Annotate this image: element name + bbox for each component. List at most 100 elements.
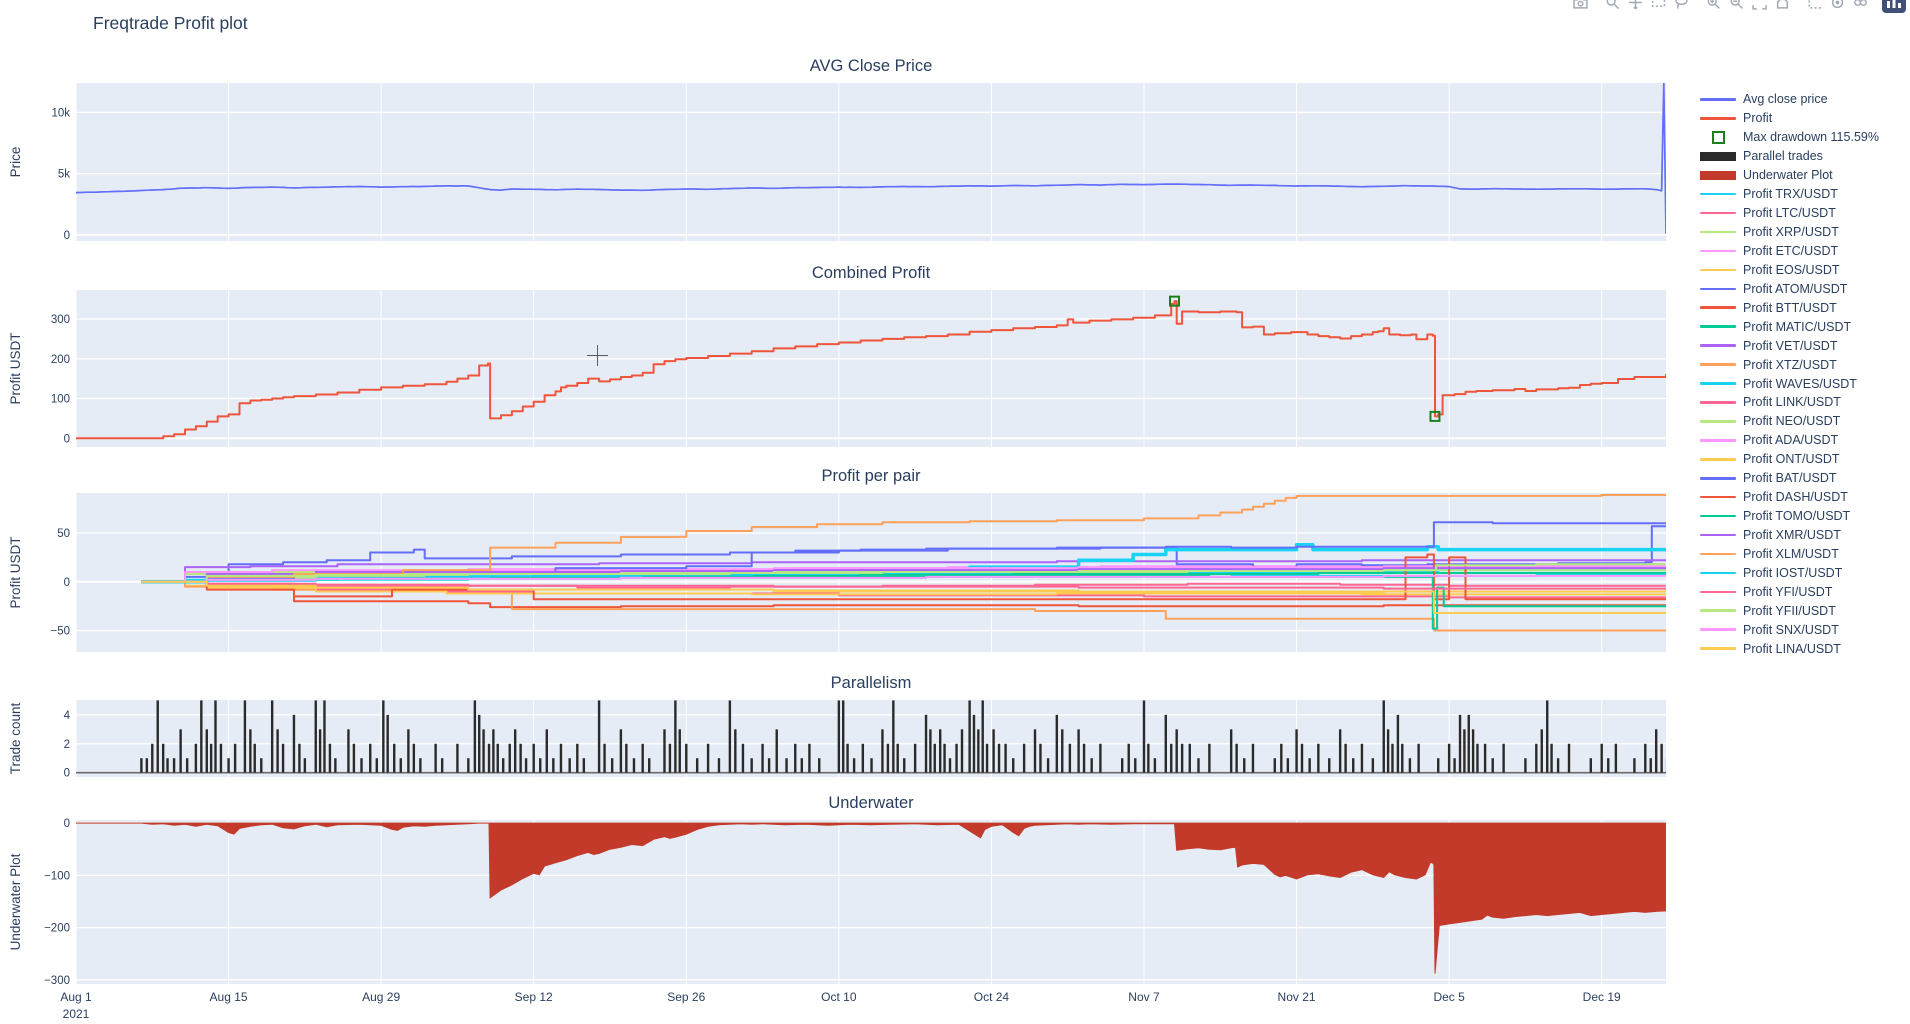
legend-item-profit-matic-usdt[interactable]: Profit MATIC/USDT — [1700, 317, 1908, 336]
subplot-avg-close-price[interactable]: 0 5k 10k AVG Close Price Price — [0, 51, 1720, 249]
legend-label: Profit XLM/USDT — [1743, 546, 1839, 561]
x-tick-label: Aug 29 — [362, 990, 400, 1004]
modebar-button-zoom-in-icon[interactable] — [1702, 0, 1725, 14]
legend-label: Profit VET/USDT — [1743, 338, 1838, 353]
legend-swatch-line — [1700, 439, 1736, 442]
series-profit-xlm-usdt — [141, 494, 1666, 583]
legend-item-profit-xtz-usdt[interactable]: Profit XTZ/USDT — [1700, 355, 1908, 374]
legend-item-profit-waves-usdt[interactable]: Profit WAVES/USDT — [1700, 374, 1908, 393]
legend-item-profit-ltc-usdt[interactable]: Profit LTC/USDT — [1700, 204, 1908, 223]
y-axis-label-profit-per-pair: Profit USDT — [8, 536, 23, 608]
legend-swatch-line — [1700, 230, 1736, 234]
x-tick-label: Oct 10 — [821, 990, 857, 1004]
y-tick-label: 0 — [64, 768, 70, 780]
legend-label: Profit ADA/USDT — [1743, 433, 1839, 448]
modebar-button-lasso-select-icon[interactable] — [1670, 0, 1693, 14]
legend-label: Profit DASH/USDT — [1743, 490, 1848, 505]
subplot-title-profit-per-pair: Profit per pair — [821, 467, 921, 485]
legend-item-avg-close-price[interactable]: Avg close price — [1700, 90, 1908, 109]
legend-item-profit-atom-usdt[interactable]: Profit ATOM/USDT — [1700, 279, 1908, 298]
x-tick-label: Sep 26 — [667, 990, 705, 1004]
legend-swatch-line — [1700, 514, 1736, 518]
legend-item-profit-vet-usdt[interactable]: Profit VET/USDT — [1700, 336, 1908, 355]
modebar-button-zoom-out-icon[interactable] — [1725, 0, 1748, 14]
legend-swatch-line — [1700, 533, 1736, 537]
legend-item-profit-dash-usdt[interactable]: Profit DASH/USDT — [1700, 488, 1908, 507]
legend-item-profit-yfii-usdt[interactable]: Profit YFII/USDT — [1700, 601, 1908, 620]
legend-label: Profit TOMO/USDT — [1743, 509, 1851, 524]
legend-label: Profit ONT/USDT — [1743, 452, 1840, 467]
legend-label: Profit LINK/USDT — [1743, 395, 1841, 410]
legend-item-profit-yfi-usdt[interactable]: Profit YFI/USDT — [1700, 582, 1908, 601]
legend-item-profit-xlm-usdt[interactable]: Profit XLM/USDT — [1700, 545, 1908, 564]
legend-label: Profit MATIC/USDT — [1743, 319, 1852, 334]
legend-item-profit-eos-usdt[interactable]: Profit EOS/USDT — [1700, 260, 1908, 279]
y-tick-label: −300 — [44, 975, 70, 987]
legend-label: Profit LTC/USDT — [1743, 206, 1836, 221]
modebar-button-hover-closest-icon[interactable] — [1826, 0, 1849, 14]
legend-item-profit-ont-usdt[interactable]: Profit ONT/USDT — [1700, 450, 1908, 469]
legend-item-profit-xrp-usdt[interactable]: Profit XRP/USDT — [1700, 223, 1908, 242]
legend-label: Profit TRX/USDT — [1743, 187, 1838, 202]
series-profit-yfii-usdt — [141, 563, 1666, 583]
legend-label: Profit XMR/USDT — [1743, 528, 1841, 543]
series-profit-ada-usdt — [141, 565, 1666, 583]
legend-item-profit-snx-usdt[interactable]: Profit SNX/USDT — [1700, 620, 1908, 639]
subplot-underwater[interactable]: 0 −100 −200 −300 Underwater Underwater Plot Au… — [0, 788, 1720, 1024]
legend-item-profit-neo-usdt[interactable]: Profit NEO/USDT — [1700, 412, 1908, 431]
legend-item-profit-trx-usdt[interactable]: Profit TRX/USDT — [1700, 185, 1908, 204]
legend-label: Profit BAT/USDT — [1743, 471, 1837, 486]
y-tick-label: 300 — [51, 314, 70, 326]
modebar-button-reset-axes-icon[interactable] — [1771, 0, 1794, 14]
modebar-button-download-plot-icon[interactable] — [1569, 0, 1592, 14]
modebar-button-zoom-icon[interactable] — [1601, 0, 1624, 14]
legend-swatch-thick — [1700, 151, 1736, 161]
modebar-button-autoscale-icon[interactable] — [1748, 0, 1771, 14]
legend-label: Profit WAVES/USDT — [1743, 376, 1857, 391]
series-profit-snx-usdt — [141, 574, 1666, 583]
modebar-button-toggle-spikelines-icon[interactable] — [1803, 0, 1826, 14]
subplot-parallelism[interactable]: 0 2 4 Parallelism Trade count — [0, 668, 1720, 785]
y-tick-label: 0 — [64, 577, 70, 589]
legend-item-max-drawdown-115-59[interactable]: Max drawdown 115.59% — [1700, 128, 1908, 147]
series-avg-close-price — [76, 83, 1666, 234]
legend-item-profit-lina-usdt[interactable]: Profit LINA/USDT — [1700, 639, 1908, 658]
modebar-button-pan-icon[interactable] — [1624, 0, 1647, 14]
legend-item-underwater-plot[interactable]: Underwater Plot — [1700, 166, 1908, 185]
modebar-button-hover-compare-icon[interactable] — [1849, 0, 1872, 14]
plotly-logo-icon[interactable] — [1882, 0, 1906, 13]
legend-swatch-line — [1700, 306, 1736, 310]
subplot-title-underwater: Underwater — [828, 794, 914, 812]
legend-item-profit-bat-usdt[interactable]: Profit BAT/USDT — [1700, 469, 1908, 488]
legend-swatch-line — [1700, 571, 1736, 575]
y-tick-label: 4 — [64, 710, 71, 722]
legend-swatch-line — [1700, 382, 1736, 385]
subplot-combined-profit[interactable]: 0 100 200 300 Combined Profit Profit USDT — [0, 258, 1720, 455]
legend-label: Profit YFI/USDT — [1743, 584, 1833, 599]
legend-item-profit-xmr-usdt[interactable]: Profit XMR/USDT — [1700, 526, 1908, 545]
legend-item-profit-ada-usdt[interactable]: Profit ADA/USDT — [1700, 431, 1908, 450]
legend-swatch-line — [1700, 647, 1736, 650]
legend-swatch-line — [1700, 268, 1736, 272]
legend-swatch-line — [1700, 98, 1736, 101]
legend-label: Profit — [1743, 111, 1773, 126]
legend-label: Profit BTT/USDT — [1743, 300, 1837, 315]
subplot-title-combined-profit: Combined Profit — [812, 264, 931, 282]
legend-item-parallel-trades[interactable]: Parallel trades — [1700, 147, 1908, 166]
legend-label: Underwater Plot — [1743, 168, 1833, 183]
legend-item-profit[interactable]: Profit — [1700, 109, 1908, 128]
legend-label: Profit XRP/USDT — [1743, 225, 1839, 240]
legend-label: Profit NEO/USDT — [1743, 414, 1841, 429]
legend-item-profit-link-usdt[interactable]: Profit LINK/USDT — [1700, 393, 1908, 412]
legend-item-profit-tomo-usdt[interactable]: Profit TOMO/USDT — [1700, 507, 1908, 526]
plot-background-combined-profit — [76, 290, 1666, 447]
y-tick-label: −200 — [44, 923, 70, 935]
subplot-profit-per-pair[interactable]: −50 0 50 Profit per pair Profit USDT — [0, 461, 1720, 660]
legend-item-profit-etc-usdt[interactable]: Profit ETC/USDT — [1700, 242, 1908, 261]
legend-item-profit-btt-usdt[interactable]: Profit BTT/USDT — [1700, 298, 1908, 317]
legend-item-profit-iost-usdt[interactable]: Profit IOST/USDT — [1700, 563, 1908, 582]
modebar-button-box-select-icon[interactable] — [1647, 0, 1670, 14]
modebar — [1560, 0, 1906, 14]
legend-label: Profit SNX/USDT — [1743, 622, 1839, 637]
